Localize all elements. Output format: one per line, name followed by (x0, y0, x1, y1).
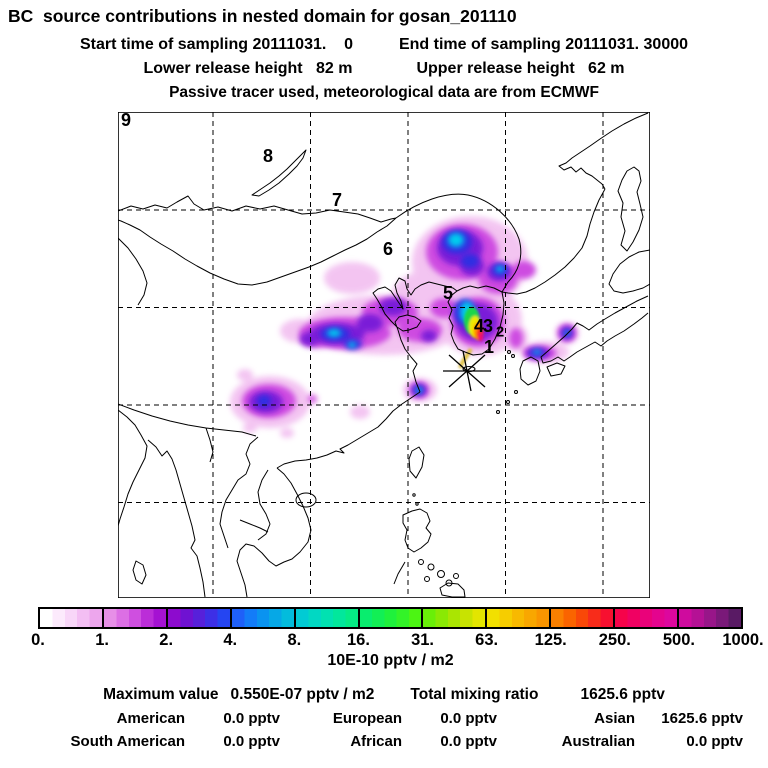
contribution-value: 0.0 pptv (686, 733, 743, 750)
contribution-label: African (350, 733, 402, 750)
end-time-text: End time of sampling 20111031. 30000 (398, 36, 689, 53)
region-label-1: 1 (483, 337, 495, 357)
contribution-label: European (332, 710, 402, 727)
colorbar-segment-4 (295, 609, 360, 627)
contribution-value: 0.0 pptv (440, 710, 497, 727)
figure-title: BC source contributions in nested domain… (8, 6, 517, 26)
colorbar (38, 607, 743, 629)
contribution-label: Australian (561, 733, 635, 750)
region-label-2: 2 (495, 323, 505, 341)
coastlines (118, 112, 650, 598)
region-label-8: 8 (262, 146, 274, 166)
colorbar-tick-250: 250. (598, 631, 631, 649)
map-panel: 9 8 7 6 5 4 3 2 1 (118, 110, 650, 598)
colorbar-segment-10 (679, 609, 741, 627)
colorbar-segment-7 (487, 609, 552, 627)
region-label-4: 4 (473, 316, 485, 336)
stats-row-1: Maximum value 0.550E-07 pptv / m2 Total … (0, 686, 768, 704)
region-label-5: 5 (442, 283, 454, 303)
gosan-star-marker (443, 350, 491, 392)
map-frame (118, 112, 650, 598)
total-mixing-ratio-label: Total mixing ratio (410, 686, 539, 703)
contribution-value: 0.0 pptv (223, 710, 280, 727)
region-label-6: 6 (382, 239, 394, 259)
stats-row-3: South American 0.0 pptv African 0.0 pptv… (0, 733, 768, 750)
colorbar-tick-8: 8. (287, 631, 302, 649)
contribution-value: 0.0 pptv (223, 733, 280, 750)
contribution-label: South American (70, 733, 185, 750)
colorbar-segment-5 (359, 609, 424, 627)
colorbar-tick-125: 125. (534, 631, 567, 649)
tracer-info-text: Passive tracer used, meteorological data… (169, 84, 599, 101)
grid-lines (118, 112, 650, 598)
colorbar-tick-1000: 1000. (722, 631, 764, 649)
region-label-7: 7 (331, 190, 343, 210)
contribution-label: American (116, 710, 185, 727)
colorbar-segment-8 (551, 609, 616, 627)
contribution-value: 0.0 pptv (440, 733, 497, 750)
contribution-label: Asian (594, 710, 635, 727)
upper-release-text: Upper release height 62 m (416, 60, 625, 77)
colorbar-tick-63: 63. (475, 631, 499, 649)
colorbar-ticks: 0. 1. 2. 4. 8. 16. 31. 63. 125. 250. 500. 1000. (31, 631, 764, 651)
colorbar-unit-label: 10E-10 pptv / m2 (327, 652, 454, 669)
colorbar-segment-1 (103, 609, 168, 627)
max-value: 0.550E-07 pptv / m2 (230, 686, 375, 703)
lower-release-text: Lower release height 82 m (143, 60, 353, 77)
total-mixing-ratio-value: 1625.6 pptv (580, 686, 665, 703)
colorbar-tick-4: 4. (223, 631, 238, 649)
region-label-3: 3 (482, 316, 494, 336)
colorbar-tick-0: 0. (31, 631, 45, 649)
colorbar-tick-31: 31. (411, 631, 434, 649)
region-label-9: 9 (120, 110, 132, 130)
start-time-text: Start time of sampling 20111031. 0 (79, 36, 353, 53)
colorbar-segment-2 (167, 609, 232, 627)
colorbar-segment-6 (423, 609, 488, 627)
contribution-value: 1625.6 pptv (661, 710, 743, 727)
colorbar-tick-1: 1. (95, 631, 109, 649)
colorbar-segment-9 (615, 609, 680, 627)
map-svg (118, 112, 650, 598)
colorbar-segment-3 (231, 609, 296, 627)
colorbar-tick-500: 500. (662, 631, 695, 649)
colorbar-tick-16: 16. (346, 631, 370, 649)
colorbar-tick-2: 2. (159, 631, 174, 649)
release-heights-row: Lower release height 82 m Upper release … (0, 60, 768, 78)
sampling-times-row: Start time of sampling 20111031. 0 End t… (0, 36, 768, 54)
stats-row-2: American 0.0 pptv European 0.0 pptv Asia… (0, 710, 768, 727)
colorbar-segment-0 (40, 609, 104, 627)
max-value-label: Maximum value (103, 686, 219, 703)
